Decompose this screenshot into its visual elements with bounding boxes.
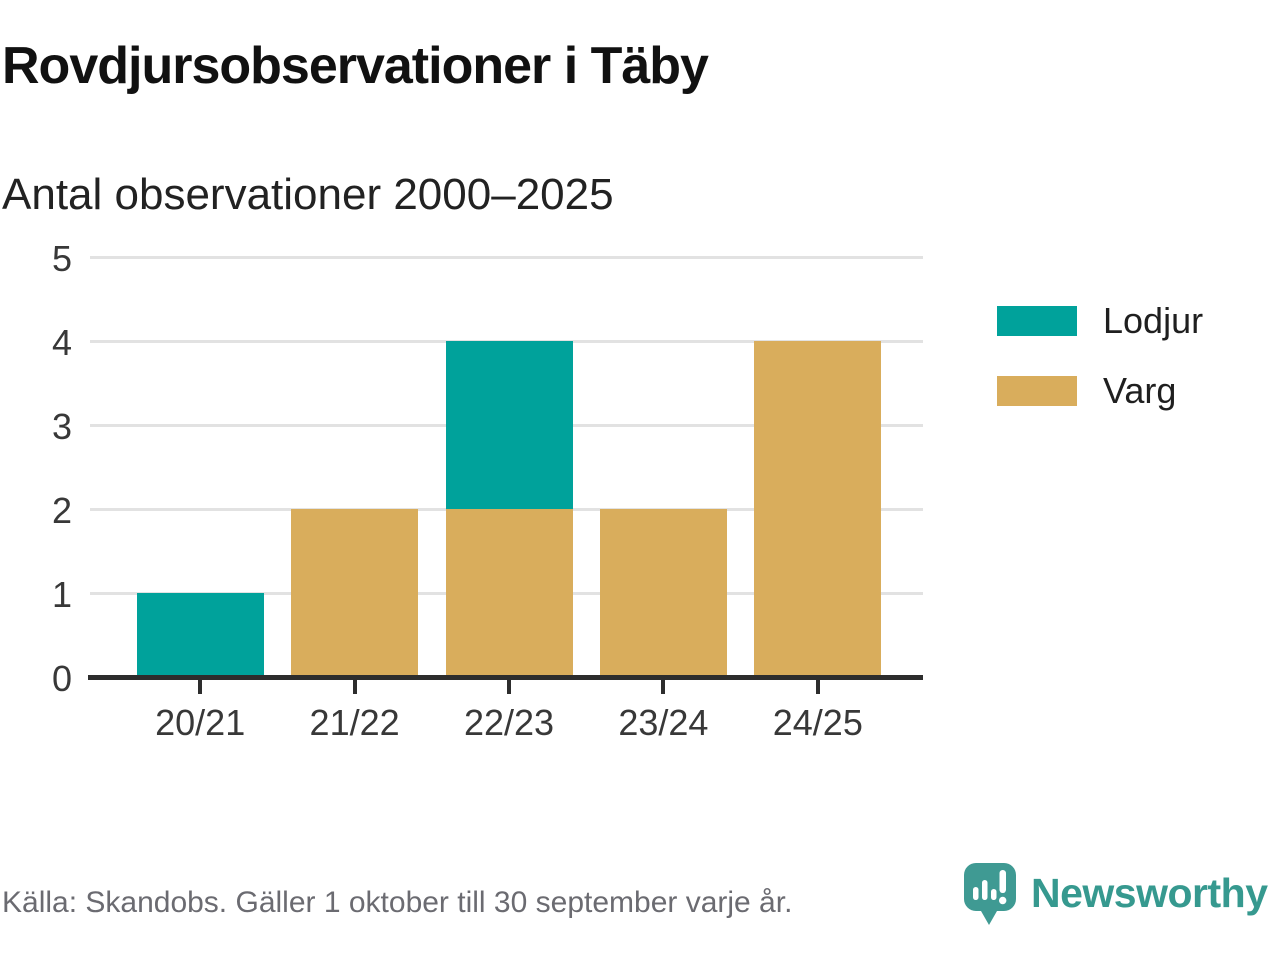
legend: Lodjur Varg	[997, 300, 1203, 412]
page-title: Rovdjursobservationer i Täby	[2, 37, 709, 95]
bar-segment-varg-23/24	[599, 509, 727, 677]
brand: Newsworthy	[963, 862, 1268, 928]
bar-segment-lodjur-20/21	[136, 593, 264, 677]
x-tick-label: 20/21	[155, 702, 246, 743]
x-tick-mark	[815, 680, 820, 694]
y-tick-label: 2	[51, 490, 72, 531]
legend-swatch-varg	[997, 376, 1077, 406]
legend-label: Varg	[1103, 370, 1177, 411]
x-tick-mark	[507, 680, 511, 694]
source-note: Källa: Skandobs. Gäller 1 oktober till 3…	[2, 886, 793, 919]
x-tick-label: 22/23	[463, 702, 555, 743]
gridline	[90, 256, 923, 259]
y-tick-label: 5	[51, 238, 72, 279]
page-subtitle: Antal observationer 2000–2025	[2, 170, 614, 219]
newsworthy-pin-barchart-icon	[964, 863, 1016, 925]
legend-swatch-lodjur	[997, 306, 1077, 336]
bar-segment-varg-22/23	[445, 509, 573, 677]
bar-segment-varg-21/22	[291, 509, 419, 677]
y-tick-label: 0	[51, 658, 72, 699]
newsworthy-wordmark: Newsworthy	[1031, 870, 1268, 916]
x-tick-mark	[661, 680, 666, 694]
legend-row-varg: Varg	[997, 370, 1203, 412]
y-tick-label: 4	[51, 322, 72, 363]
y-tick-label: 1	[51, 574, 72, 615]
x-tick-label: 24/25	[772, 702, 863, 743]
bar-segment-varg-24/25	[754, 341, 882, 677]
x-tick-mark	[198, 680, 203, 694]
x-axis-line	[88, 675, 923, 680]
x-tick-label: 23/24	[618, 702, 709, 743]
x-tick-label: 21/22	[309, 702, 400, 743]
x-tick-mark	[352, 680, 357, 694]
bar-segment-lodjur-22/23	[445, 341, 573, 509]
y-tick-label: 3	[51, 406, 72, 447]
legend-label: Lodjur	[1103, 300, 1204, 341]
legend-row-lodjur: Lodjur	[997, 300, 1203, 342]
